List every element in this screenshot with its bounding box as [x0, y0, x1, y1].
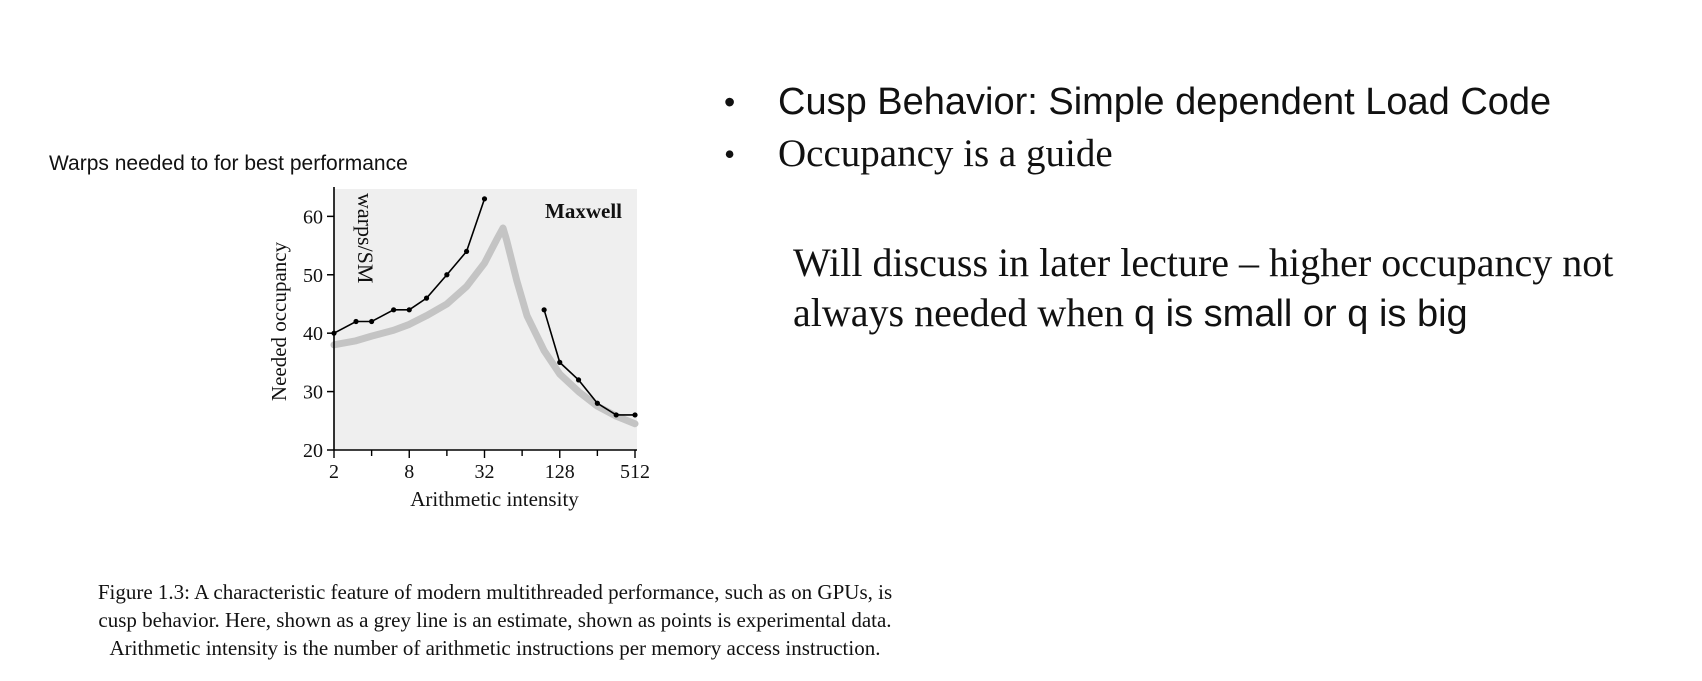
x-tick-label: 512 — [620, 461, 650, 483]
measured-point — [463, 248, 470, 255]
lecture-note: Will discuss in later lecture – higher o… — [793, 238, 1698, 339]
chart-annotation-maxwell: Maxwell — [545, 199, 622, 223]
x-tick-label: 32 — [475, 461, 495, 483]
figure-caption: Figure 1.3: A characteristic feature of … — [10, 578, 980, 662]
y-tick-label: 20 — [303, 440, 323, 462]
measured-point — [613, 412, 619, 418]
measured-point — [541, 307, 547, 313]
y-tick-label: 60 — [303, 206, 323, 228]
bullet-item: • Cusp Behavior: Simple dependent Load C… — [722, 78, 1551, 130]
y-tick-label: 40 — [303, 323, 323, 345]
bullet-item: • Occupancy is a guide — [722, 130, 1551, 182]
bullet-list: • Cusp Behavior: Simple dependent Load C… — [722, 78, 1551, 182]
y-tick-label: 50 — [303, 265, 323, 287]
y-axis-label: Needed occupancy — [270, 241, 291, 401]
measured-point — [444, 272, 450, 278]
measured-point — [481, 196, 488, 202]
figure-caption-line: Figure 1.3: A characteristic feature of … — [97, 580, 893, 604]
occupancy-chart: 20 30 40 50 60 2 8 32 128 512 Maxwell warps/SM Ne… — [267, 185, 720, 565]
note-text-q: q is small or q is big — [1133, 293, 1468, 335]
estimate-curve — [330, 224, 639, 428]
bullet-text: Occupancy is a guide — [778, 132, 1113, 175]
bullet-dot-icon: • — [724, 84, 736, 120]
chart-heading: Warps needed to for best performance — [49, 152, 408, 175]
measured-point — [391, 307, 397, 313]
x-tick-label: 2 — [329, 461, 339, 483]
measured-point — [594, 400, 600, 406]
measured-point — [557, 359, 563, 365]
note-text: Will discuss in later lecture – higher o… — [793, 240, 1614, 335]
measured-point — [369, 318, 375, 325]
measured-line — [543, 309, 635, 416]
measured-point — [423, 295, 430, 301]
chart-svg: 20 30 40 50 60 2 8 32 128 512 Maxwell warps/SM Ne… — [267, 187, 650, 511]
bullet-dot-icon: • — [724, 136, 736, 172]
inner-y-axis-label: warps/SM — [353, 193, 378, 283]
y-tick-label: 30 — [303, 382, 323, 404]
measured-point — [632, 412, 638, 418]
measured-point — [406, 307, 412, 313]
measured-point — [353, 318, 359, 325]
figure-caption-line: cusp behavior. Here, shown as a grey lin… — [98, 608, 892, 632]
plot-background — [334, 189, 637, 450]
x-tick-label: 8 — [404, 461, 414, 483]
bullet-text: Cusp Behavior: Simple dependent Load Cod… — [778, 81, 1552, 123]
x-axis-label: Arithmetic intensity — [410, 487, 579, 511]
x-tick-label: 128 — [545, 461, 575, 483]
measured-point — [575, 377, 582, 383]
figure-caption-line: Arithmetic intensity is the number of ar… — [109, 636, 881, 660]
